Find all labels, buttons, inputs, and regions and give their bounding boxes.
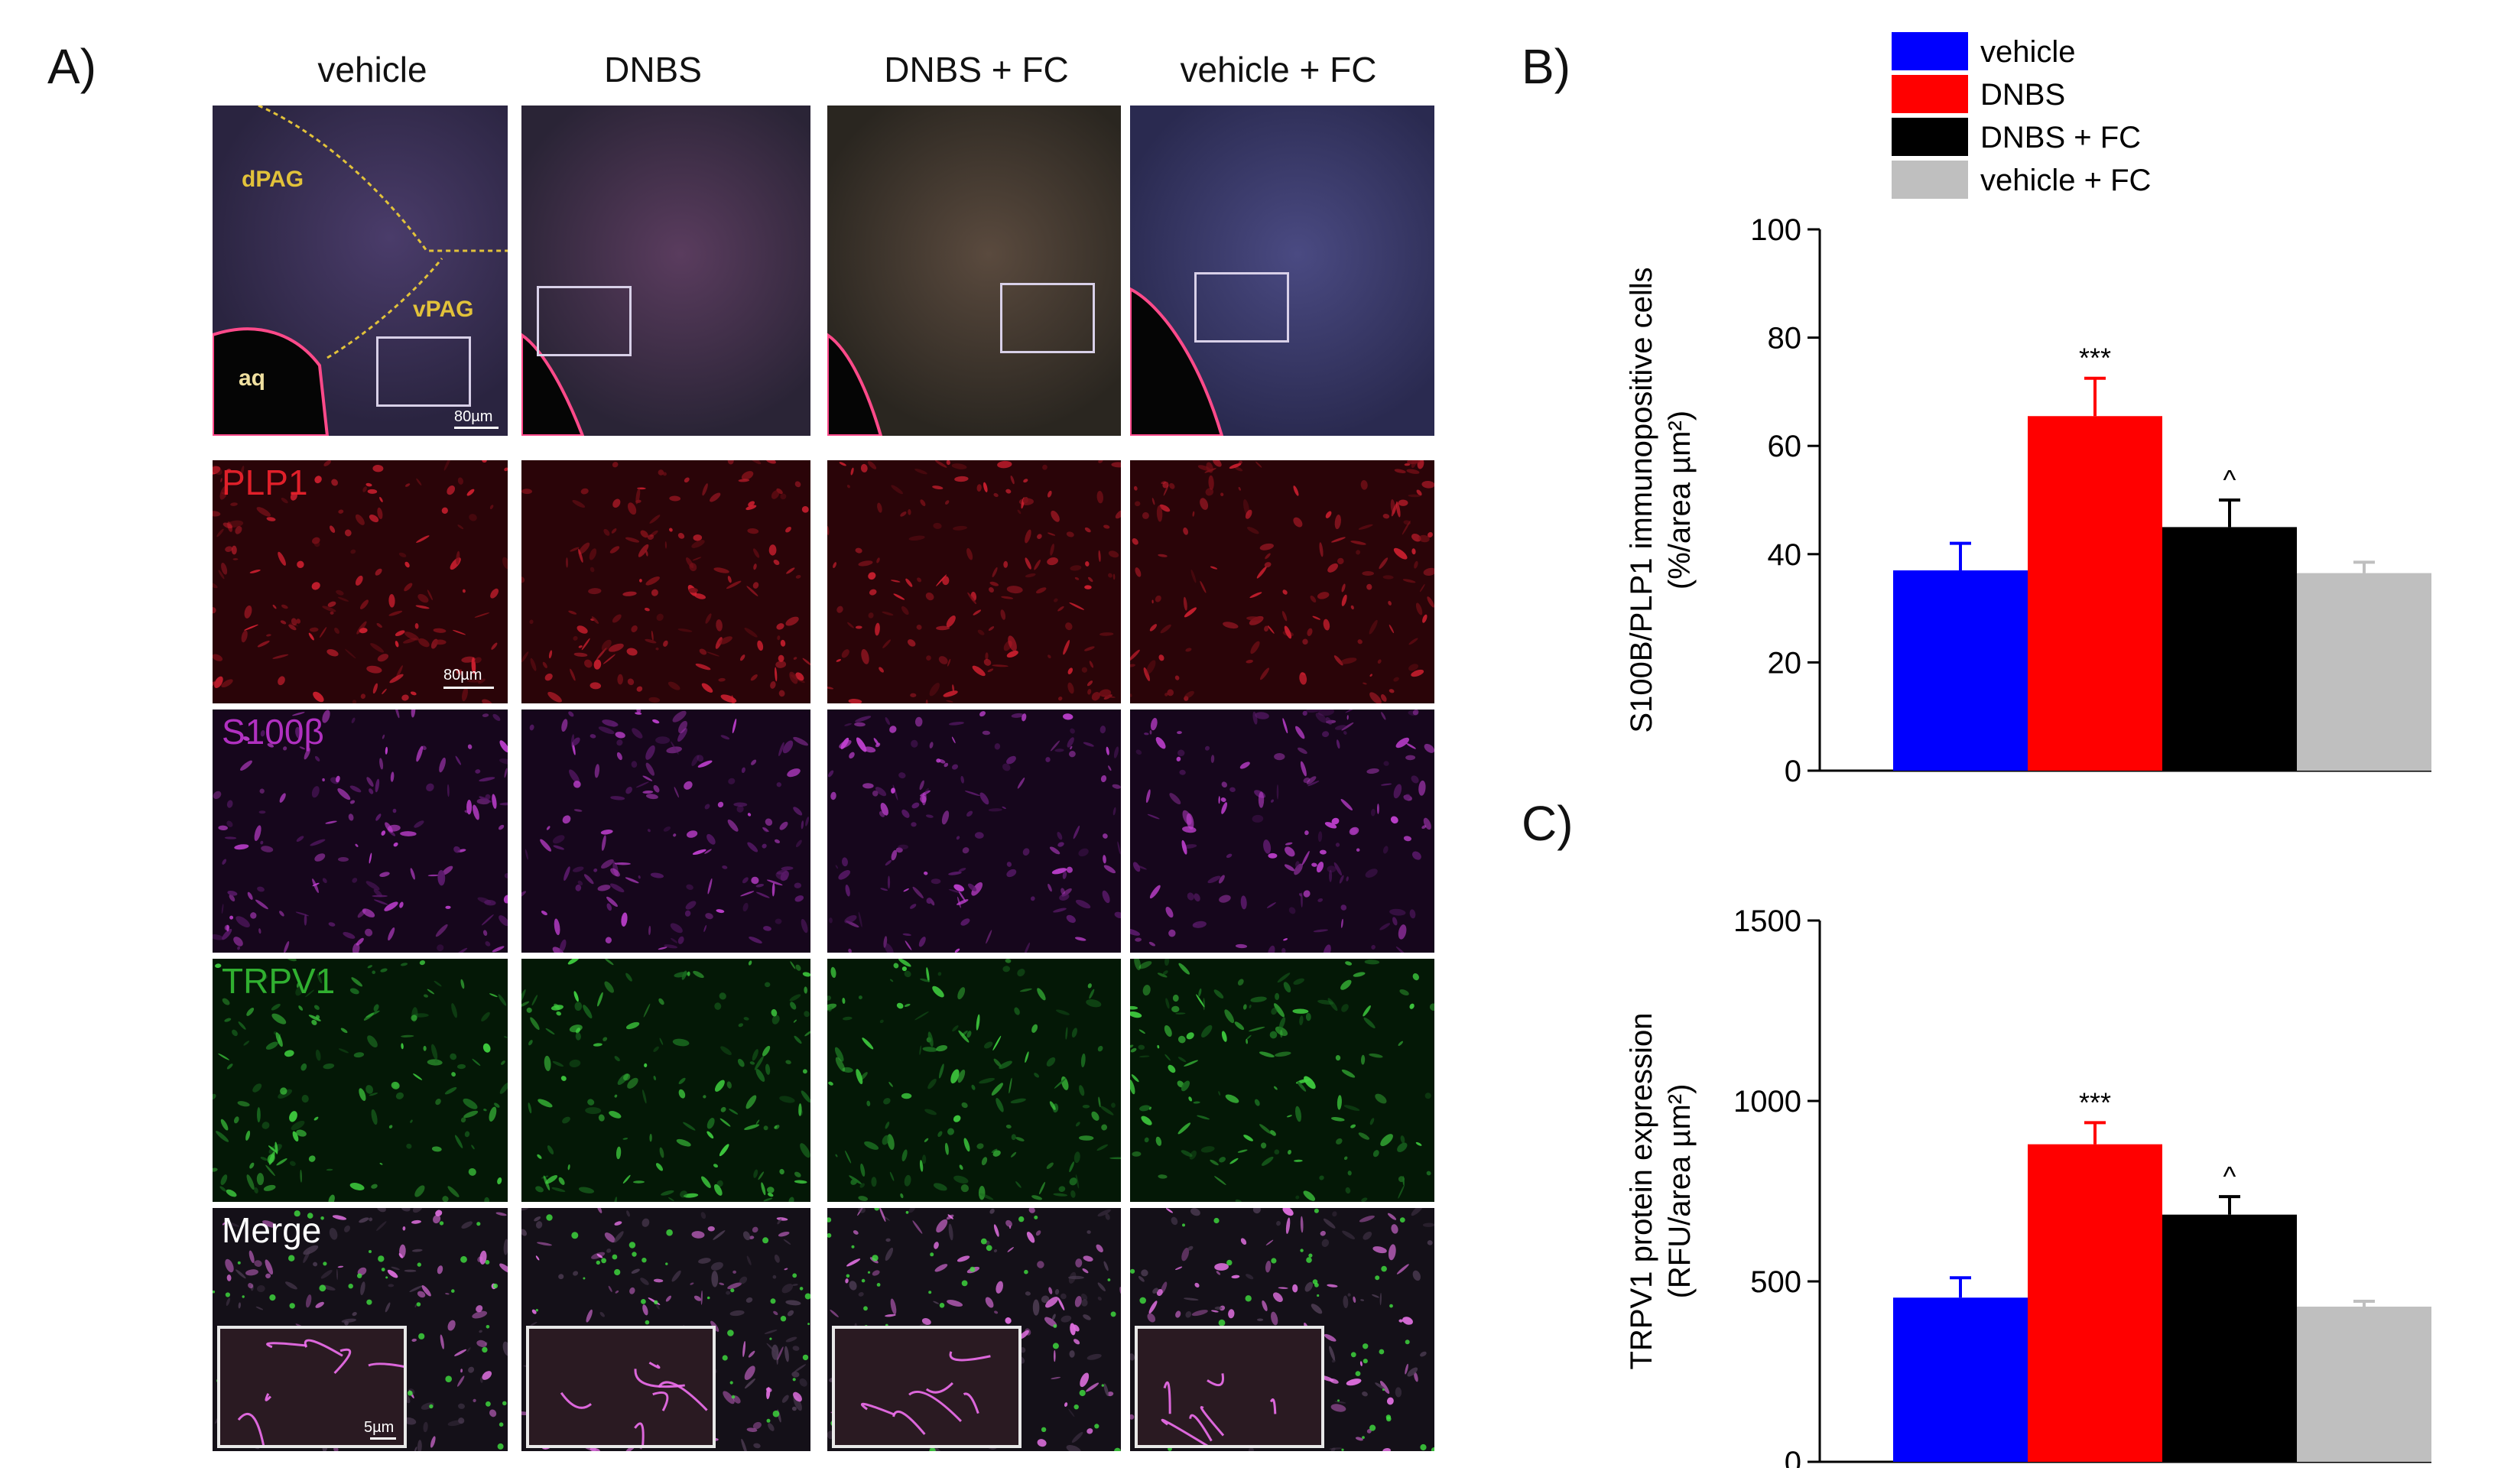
legend-swatch bbox=[1892, 32, 1968, 70]
legend: vehicle DNBS DNBS + FC vehicle + FC bbox=[1892, 32, 2213, 208]
row-label-plp1: PLP1 bbox=[222, 463, 308, 502]
y-axis-label: S100B/PLP1 immunopositive cells bbox=[1625, 267, 1658, 732]
aqueduct-shape bbox=[213, 327, 330, 436]
legend-label: DNBS bbox=[1980, 78, 2066, 112]
legend-swatch bbox=[1892, 75, 1968, 113]
row-label-s100: S100β bbox=[222, 712, 324, 752]
micrograph-plp1-3 bbox=[1130, 460, 1434, 703]
dpag-label: dPAG bbox=[242, 167, 304, 192]
micrograph-merge-3 bbox=[1130, 1208, 1434, 1451]
y-tick-label: 40 bbox=[1768, 538, 1802, 572]
overview-image-vehicle: dPAG vPAG aq 80µm bbox=[213, 106, 508, 436]
y-axis-label: TRPV1 protein expression bbox=[1625, 1013, 1658, 1370]
legend-label: DNBS + FC bbox=[1980, 121, 2142, 154]
legend-swatch bbox=[1892, 161, 1968, 199]
y-tick-label: 1500 bbox=[1733, 904, 1801, 938]
inset-scale-bar bbox=[370, 1437, 396, 1440]
y-tick-label: 60 bbox=[1768, 430, 1802, 463]
vpag-label: vPAG bbox=[413, 297, 474, 322]
legend-label: vehicle + FC bbox=[1980, 164, 2152, 197]
aqueduct-shape bbox=[521, 333, 585, 436]
micrograph-s100-3 bbox=[1130, 710, 1434, 953]
overview-image-dnbs bbox=[521, 106, 810, 436]
bar-vehicle-fc bbox=[2297, 1307, 2431, 1462]
micrograph-s100-2 bbox=[827, 710, 1121, 953]
aqueduct-shape bbox=[827, 333, 883, 436]
y-tick-label: 500 bbox=[1750, 1265, 1801, 1299]
significance-marker: *** bbox=[2079, 1086, 2111, 1118]
significance-marker: ^ bbox=[2223, 1161, 2236, 1192]
bar-dnbs bbox=[2028, 416, 2162, 771]
micrograph-s100-0: S100β bbox=[213, 710, 508, 953]
overview-image-dnbs-fc bbox=[827, 106, 1121, 436]
micrograph-merge-2 bbox=[827, 1208, 1121, 1451]
y-axis-label-units: (%/area µm²) bbox=[1663, 411, 1697, 589]
inset-scale-label: 5µm bbox=[364, 1419, 395, 1436]
legend-item: DNBS bbox=[1892, 75, 2213, 113]
overview-image-vehicle-fc bbox=[1130, 106, 1434, 436]
y-tick-label: 80 bbox=[1768, 322, 1802, 356]
column-header-vehicle-fc: vehicle + FC bbox=[1180, 50, 1377, 89]
bar-vehicle bbox=[1893, 570, 2028, 771]
panel-b-letter: B) bbox=[1522, 39, 1570, 94]
aqueduct-shape bbox=[1130, 287, 1224, 436]
column-header-dnbs: DNBS bbox=[604, 50, 702, 89]
micrograph-s100-1 bbox=[521, 710, 810, 953]
chart-c: 0 500 1000 1500 TRPV1 protein expression (RFU… bbox=[1625, 904, 2431, 1468]
roi-box bbox=[1000, 283, 1095, 353]
scale-label: 80µm bbox=[443, 667, 482, 684]
dpag-boundary bbox=[258, 106, 508, 252]
legend-label: vehicle bbox=[1980, 35, 2076, 69]
scale-label: 80µm bbox=[454, 408, 493, 425]
roi-box bbox=[537, 286, 632, 356]
scale-bar bbox=[454, 427, 499, 429]
aq-label: aq bbox=[239, 365, 266, 391]
merge-inset bbox=[832, 1326, 1022, 1448]
micrograph-plp1-2 bbox=[827, 460, 1121, 703]
bar-dnbs-fc bbox=[2162, 1214, 2297, 1462]
micrograph-plp1-1 bbox=[521, 460, 810, 703]
y-tick-label: 0 bbox=[1785, 755, 1801, 788]
merge-inset bbox=[1135, 1326, 1324, 1448]
vpag-boundary bbox=[326, 258, 443, 359]
row-label-merge: Merge bbox=[222, 1210, 322, 1250]
roi-box bbox=[1194, 272, 1289, 343]
bar-dnbs-fc bbox=[2162, 527, 2297, 771]
micrograph-trpv1-2 bbox=[827, 959, 1121, 1202]
micrograph-trpv1-1 bbox=[521, 959, 810, 1202]
micrograph-trpv1-0: TRPV1 bbox=[213, 959, 508, 1202]
bar-dnbs bbox=[2028, 1144, 2162, 1462]
micrograph-merge-0: Merge 5µm bbox=[213, 1208, 508, 1451]
micrograph-merge-1 bbox=[521, 1208, 810, 1451]
micrograph-plp1-0: PLP1 80µm bbox=[213, 460, 508, 703]
legend-swatch bbox=[1892, 118, 1968, 156]
chart-b: 0 20 40 60 80 100 S100B/PLP1 immunopositive ce… bbox=[1625, 213, 2431, 788]
scale-bar bbox=[443, 687, 494, 689]
y-tick-label: 100 bbox=[1750, 213, 1801, 247]
bar-vehicle bbox=[1893, 1297, 2028, 1462]
y-tick-label: 20 bbox=[1768, 646, 1802, 680]
merge-inset: 5µm bbox=[217, 1326, 407, 1448]
micrograph-trpv1-3 bbox=[1130, 959, 1434, 1202]
column-header-dnbs-fc: DNBS + FC bbox=[884, 50, 1069, 89]
roi-box bbox=[376, 336, 471, 407]
legend-item: vehicle + FC bbox=[1892, 161, 2213, 199]
significance-marker: *** bbox=[2079, 343, 2111, 374]
column-header-vehicle: vehicle bbox=[317, 50, 427, 89]
legend-item: vehicle bbox=[1892, 32, 2213, 70]
row-label-trpv1: TRPV1 bbox=[222, 961, 336, 1001]
y-axis-label-units: (RFU/area µm²) bbox=[1663, 1084, 1697, 1299]
legend-item: DNBS + FC bbox=[1892, 118, 2213, 156]
panel-c-letter: C) bbox=[1522, 796, 1574, 851]
y-tick-label: 0 bbox=[1785, 1446, 1801, 1468]
significance-marker: ^ bbox=[2223, 464, 2236, 495]
bar-vehicle-fc bbox=[2297, 573, 2431, 771]
merge-inset bbox=[526, 1326, 716, 1448]
panel-a-letter: A) bbox=[47, 39, 96, 94]
y-tick-label: 1000 bbox=[1733, 1085, 1801, 1119]
